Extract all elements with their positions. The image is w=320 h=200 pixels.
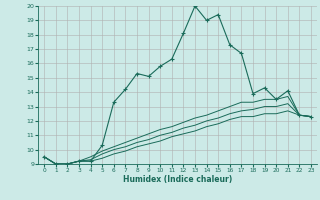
X-axis label: Humidex (Indice chaleur): Humidex (Indice chaleur) — [123, 175, 232, 184]
